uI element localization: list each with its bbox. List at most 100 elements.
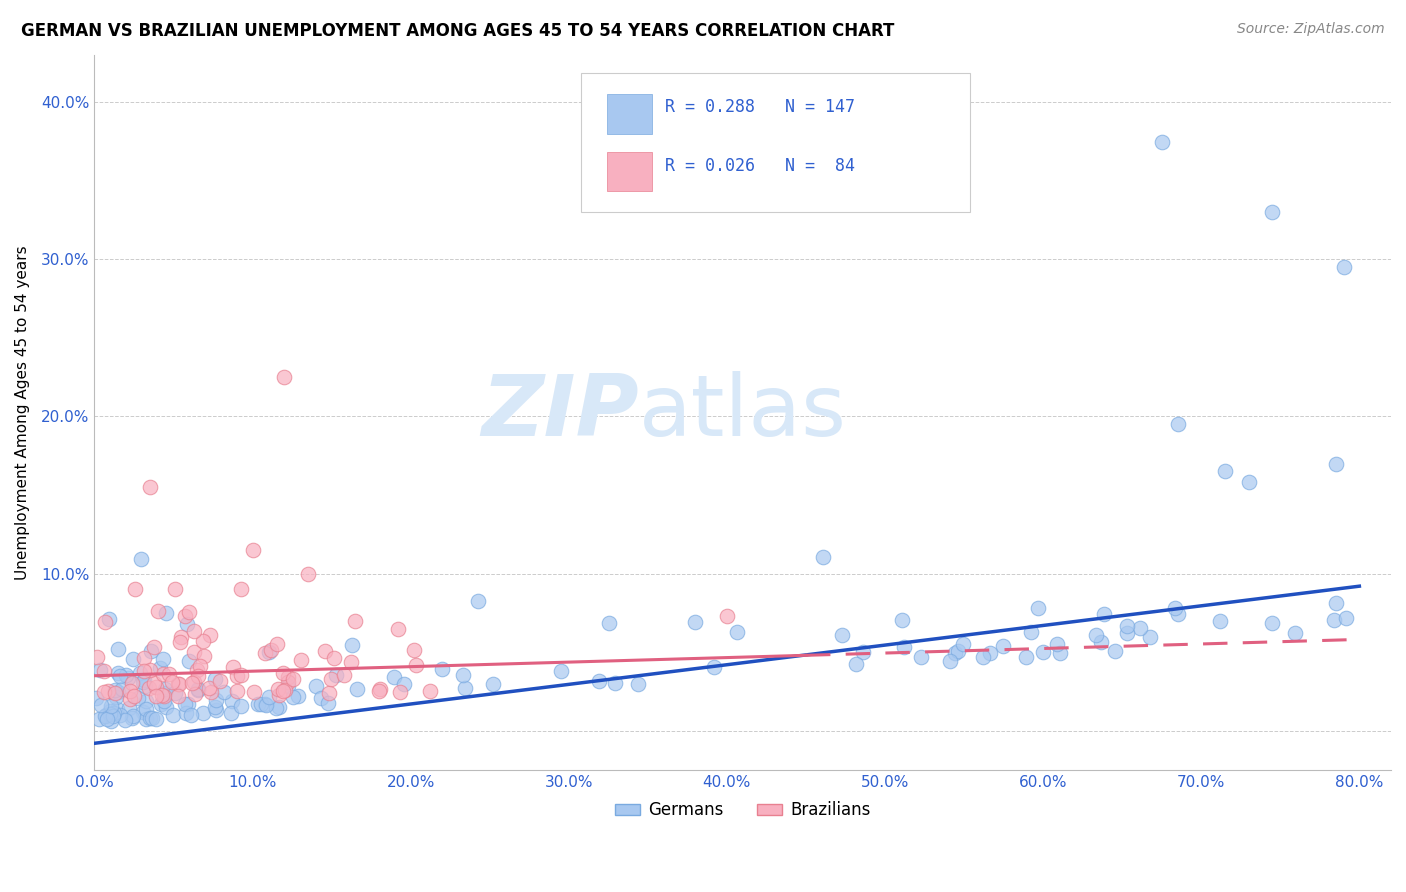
Point — [139, 644, 162, 658]
FancyBboxPatch shape — [606, 152, 652, 191]
Point — [204, 692, 226, 706]
Point — [946, 644, 969, 658]
Point — [121, 711, 143, 725]
Point — [266, 638, 288, 652]
Point — [1084, 627, 1107, 641]
Point — [212, 684, 235, 698]
Point — [124, 582, 146, 597]
Point — [277, 675, 299, 690]
Point — [1167, 607, 1189, 622]
Point — [891, 613, 914, 627]
Point — [260, 643, 283, 657]
Point — [588, 673, 610, 688]
Point — [132, 706, 155, 720]
Text: R = 0.288   N = 147: R = 0.288 N = 147 — [665, 98, 855, 116]
Point — [165, 582, 187, 597]
Point — [138, 711, 160, 725]
Point — [155, 606, 177, 620]
Point — [122, 652, 145, 666]
Point — [1150, 135, 1173, 149]
Point — [101, 709, 124, 723]
Point — [451, 667, 474, 681]
Text: R = 0.026   N =  84: R = 0.026 N = 84 — [665, 157, 855, 175]
Point — [314, 644, 336, 658]
Point — [943, 646, 966, 660]
Point — [1090, 635, 1112, 649]
Point — [148, 604, 170, 618]
Point — [105, 702, 128, 716]
Point — [134, 650, 156, 665]
Point — [405, 658, 427, 673]
Point — [139, 663, 162, 677]
Point — [145, 712, 167, 726]
Point — [290, 653, 312, 667]
Point — [893, 640, 915, 654]
Point — [104, 686, 127, 700]
Point — [250, 697, 273, 711]
Point — [108, 669, 131, 683]
Point — [318, 685, 340, 699]
Point — [305, 679, 328, 693]
Point — [114, 667, 136, 681]
Point — [153, 689, 176, 703]
Point — [319, 672, 342, 686]
Point — [1049, 646, 1071, 660]
Point — [122, 689, 145, 703]
Point — [183, 687, 205, 701]
Point — [129, 551, 152, 566]
Point — [1261, 205, 1284, 219]
Point — [141, 711, 163, 725]
Point — [1139, 630, 1161, 644]
Point — [129, 665, 152, 680]
Point — [198, 681, 221, 695]
Point — [231, 699, 253, 714]
Point — [482, 677, 505, 691]
Point — [97, 684, 120, 698]
Point — [1115, 619, 1137, 633]
Point — [277, 670, 299, 684]
Point — [273, 370, 295, 384]
Point — [89, 663, 111, 677]
Point — [1334, 611, 1357, 625]
Point — [100, 707, 122, 722]
Point — [340, 655, 363, 669]
Point — [1167, 417, 1189, 432]
Point — [627, 676, 650, 690]
Point — [174, 706, 197, 721]
Point — [404, 643, 426, 657]
Point — [392, 677, 415, 691]
Point — [134, 679, 156, 693]
Point — [204, 699, 226, 714]
Point — [309, 690, 332, 705]
Point — [98, 612, 121, 626]
Point — [271, 683, 294, 698]
Point — [972, 649, 994, 664]
Point — [145, 680, 167, 694]
Point — [86, 650, 108, 665]
Point — [219, 706, 242, 720]
Point — [281, 672, 304, 686]
Point — [167, 689, 190, 703]
Point — [93, 664, 115, 678]
Point — [1015, 650, 1038, 665]
Point — [257, 690, 280, 704]
Point — [187, 669, 209, 683]
Point — [229, 582, 252, 597]
Point — [138, 681, 160, 695]
Point — [143, 675, 166, 690]
Point — [118, 684, 141, 698]
Point — [332, 668, 354, 682]
Point — [187, 683, 209, 698]
Point — [153, 686, 176, 700]
Text: atlas: atlas — [638, 371, 846, 454]
Point — [1019, 624, 1042, 639]
Point — [685, 615, 707, 630]
Point — [108, 707, 131, 722]
Y-axis label: Unemployment Among Ages 45 to 54 years: Unemployment Among Ages 45 to 54 years — [15, 245, 30, 580]
Point — [134, 673, 156, 688]
Point — [111, 681, 134, 696]
Point — [155, 700, 177, 714]
Point — [851, 645, 873, 659]
Point — [703, 659, 725, 673]
Point — [193, 706, 215, 721]
